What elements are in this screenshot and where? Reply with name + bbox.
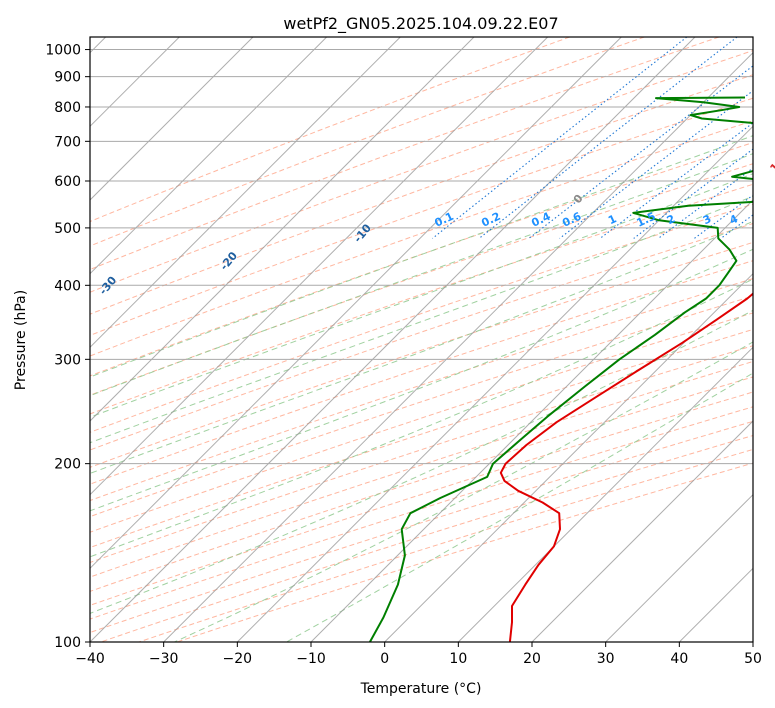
x-tick-label: 30 [597, 651, 615, 667]
dry-adiabat-line [90, 142, 753, 377]
mixing-ratio-line [478, 37, 738, 239]
x-tick-label: 10 [449, 651, 467, 667]
y-tick-label: 500 [54, 221, 81, 237]
y-axis-title: Pressure (hPa) [13, 290, 29, 390]
y-tick-label: 900 [54, 70, 81, 86]
isotherm-line [531, 420, 753, 642]
chart-title: wetPf2_GN05.2025.104.09.22.E07 [283, 14, 558, 34]
dry-adiabat-line [90, 37, 570, 223]
dry-adiabat-line [90, 312, 753, 533]
moist-adiabat-line [90, 195, 753, 444]
y-tick-label: 100 [54, 635, 81, 651]
dry-adiabat-line [90, 360, 753, 578]
x-tick-label: −10 [296, 651, 326, 667]
moist-adiabat-line [90, 278, 753, 558]
dry-adiabat-line [90, 260, 753, 485]
mixing-ratio-line [559, 90, 753, 239]
dry-adiabat-line [90, 97, 753, 336]
isotherm-line [236, 125, 753, 642]
background-lines [90, 37, 753, 642]
dry-adiabat-line [90, 376, 753, 592]
dry-adiabat-line [90, 50, 753, 293]
profile-lines [369, 96, 753, 642]
x-axis-title: Temperature (°C) [360, 681, 482, 697]
y-tick-label: 300 [54, 352, 81, 368]
y-tick-label: 800 [54, 100, 81, 116]
y-tick-label: 200 [54, 457, 81, 473]
y-tick-label: 1000 [45, 43, 81, 59]
x-tick-label: 0 [380, 651, 389, 667]
y-tick-label: 700 [54, 134, 81, 150]
x-tick-label: −30 [149, 651, 179, 667]
dry-adiabat-line [90, 37, 720, 271]
x-tick-label: 50 [744, 651, 762, 667]
isotherm-line [90, 37, 696, 642]
moist-adiabat-line [90, 173, 753, 418]
plot-frame [89, 36, 754, 643]
moist-adiabat-line [90, 153, 753, 397]
dry-adiabat-line [90, 163, 753, 396]
axis-ticks: −40 −30 −20 −10 0 10 20 30 40 50 100 200 300 400 500 60… [45, 43, 762, 667]
dry-adiabat-line [90, 345, 753, 564]
isotherm-line [90, 37, 254, 201]
y-tick-label: 400 [54, 278, 81, 294]
moist-adiabat-label: 10 [767, 154, 775, 174]
dry-adiabat-line [90, 278, 753, 502]
isotherm-line [90, 37, 328, 275]
dry-adiabat-line [90, 183, 753, 415]
isotherm-line [90, 37, 475, 422]
isotherm-line [90, 37, 622, 570]
isotherm-line [605, 493, 753, 642]
dry-adiabat-line [90, 328, 753, 549]
dry-adiabat-line [90, 391, 753, 606]
dry-adiabat-line [90, 241, 753, 468]
y-tick-label: 600 [54, 174, 81, 190]
isotherm-line [457, 346, 753, 642]
isotherm-line [163, 51, 753, 642]
isotherm-line [310, 199, 753, 642]
mixing-ratio-line [658, 167, 753, 239]
dry-adiabat-line [90, 295, 753, 518]
dewpoint-profile-line [369, 96, 753, 642]
isotherm-line [90, 37, 549, 496]
x-tick-label: 20 [523, 651, 541, 667]
x-tick-label: −40 [75, 651, 105, 667]
x-tick-label: −20 [223, 651, 253, 667]
isotherm-line [90, 37, 401, 349]
temperature-profile-line [499, 292, 753, 642]
x-tick-label: 40 [670, 651, 688, 667]
